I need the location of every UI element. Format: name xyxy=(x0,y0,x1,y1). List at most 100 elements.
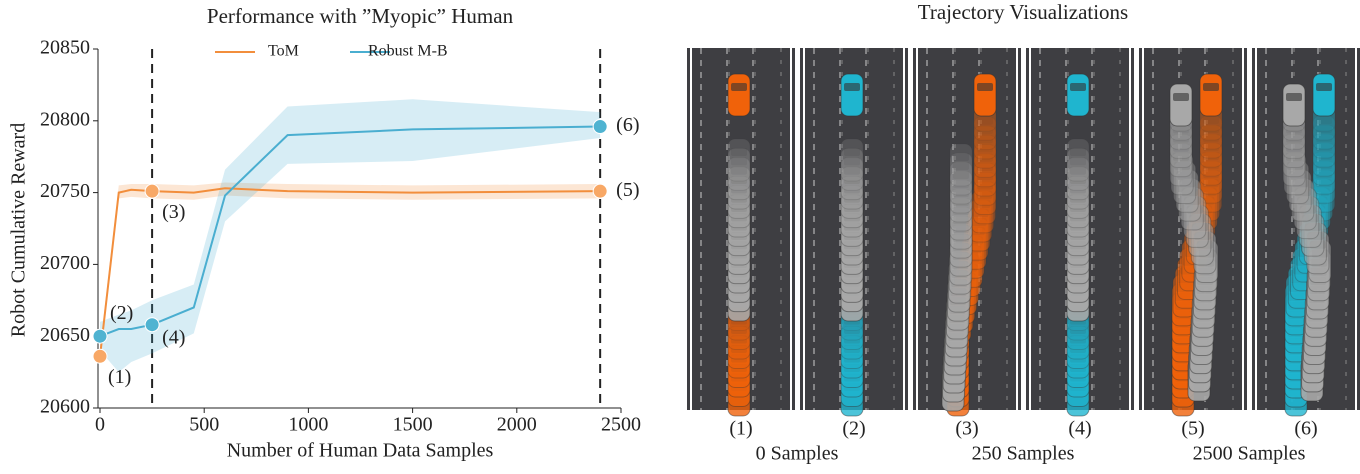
car-window xyxy=(1286,93,1302,101)
y-tick-label: 20800 xyxy=(40,108,90,130)
car xyxy=(967,208,991,252)
y-axis-label: Robot Cumulative Reward xyxy=(8,123,30,337)
trajectory-panel xyxy=(1252,48,1360,417)
car xyxy=(1066,157,1090,201)
car-window xyxy=(1184,196,1201,205)
car-window xyxy=(977,116,993,125)
car-window xyxy=(1203,161,1219,170)
car xyxy=(949,152,973,196)
car xyxy=(1199,169,1223,213)
x-tick-label: 0 xyxy=(95,414,105,436)
car xyxy=(727,138,751,182)
trajectory-panel xyxy=(1139,48,1247,417)
car-window xyxy=(1286,125,1302,134)
car xyxy=(1178,178,1202,222)
car-window xyxy=(1203,170,1219,179)
car-window xyxy=(1070,326,1086,334)
car-window xyxy=(953,171,969,180)
panel-label: (5) xyxy=(1181,418,1204,440)
annotation: (4) xyxy=(162,326,185,348)
car-window xyxy=(1292,179,1309,188)
car xyxy=(949,179,973,223)
car xyxy=(1185,204,1209,248)
car xyxy=(727,175,751,219)
car xyxy=(1312,169,1336,213)
car-window xyxy=(1316,170,1332,179)
car-window xyxy=(977,162,993,171)
car xyxy=(1199,160,1223,204)
car xyxy=(949,161,973,205)
car xyxy=(1199,124,1223,168)
car-window xyxy=(953,162,969,171)
car-window xyxy=(731,204,747,212)
car-window xyxy=(1316,152,1332,161)
car-window xyxy=(1173,93,1189,101)
car xyxy=(840,157,864,201)
x-tick-label: 1500 xyxy=(393,414,433,436)
car-window xyxy=(731,157,747,166)
car-window xyxy=(844,204,860,212)
car-window xyxy=(1070,204,1086,212)
car xyxy=(727,335,751,379)
car xyxy=(972,181,996,225)
trajectory-panel xyxy=(687,48,795,417)
car-window xyxy=(731,148,747,156)
car xyxy=(840,175,864,219)
car-window xyxy=(1070,335,1086,344)
car xyxy=(1312,73,1336,117)
car xyxy=(949,170,973,214)
car xyxy=(1173,161,1197,205)
car-window xyxy=(1287,161,1304,170)
car-window xyxy=(1289,170,1306,179)
car-window xyxy=(1316,134,1332,143)
car xyxy=(949,242,973,286)
panel-label: (6) xyxy=(1294,418,1317,440)
x-tick-label: 2000 xyxy=(497,414,537,436)
car-window xyxy=(968,227,985,236)
car xyxy=(949,206,973,250)
panel-label: (3) xyxy=(955,418,978,440)
car xyxy=(973,162,997,206)
car-window xyxy=(1186,205,1203,214)
car xyxy=(1312,124,1336,168)
x-tick-label: 2500 xyxy=(601,414,641,436)
car-window xyxy=(844,326,860,334)
car xyxy=(840,166,864,210)
car xyxy=(1170,152,1194,196)
car xyxy=(1066,166,1090,210)
car xyxy=(1291,178,1315,222)
car xyxy=(840,194,864,238)
car xyxy=(727,194,751,238)
car-window xyxy=(1070,176,1086,184)
annotation: (3) xyxy=(162,201,185,223)
annotation: (5) xyxy=(616,179,639,201)
line xyxy=(99,187,601,357)
car xyxy=(1282,143,1306,187)
car-window xyxy=(1299,205,1316,214)
car-window xyxy=(977,135,993,144)
car-window xyxy=(977,83,993,91)
car-window xyxy=(953,216,969,225)
car-window xyxy=(844,83,860,91)
car xyxy=(969,199,993,243)
car-window xyxy=(976,190,993,199)
panel-label: (4) xyxy=(1068,418,1091,440)
car-window xyxy=(1203,134,1219,143)
car xyxy=(1282,134,1306,178)
y-tick-label: 20650 xyxy=(40,324,90,346)
panel-label: (2) xyxy=(842,418,865,440)
car-window xyxy=(1070,185,1086,194)
x-axis-label: Number of Human Data Samples xyxy=(227,440,494,462)
car xyxy=(1312,151,1336,195)
car-window xyxy=(1316,161,1332,170)
y-tick-label: 20850 xyxy=(40,37,90,59)
viz-title: Trajectory Visualizations xyxy=(918,0,1128,24)
car xyxy=(1286,161,1310,205)
y-tick-label: 20700 xyxy=(40,252,90,274)
car xyxy=(1169,143,1193,187)
car xyxy=(1066,147,1090,191)
car-window xyxy=(1070,83,1086,91)
car xyxy=(1312,160,1336,204)
annotation: (2) xyxy=(110,302,133,324)
car xyxy=(840,203,864,247)
